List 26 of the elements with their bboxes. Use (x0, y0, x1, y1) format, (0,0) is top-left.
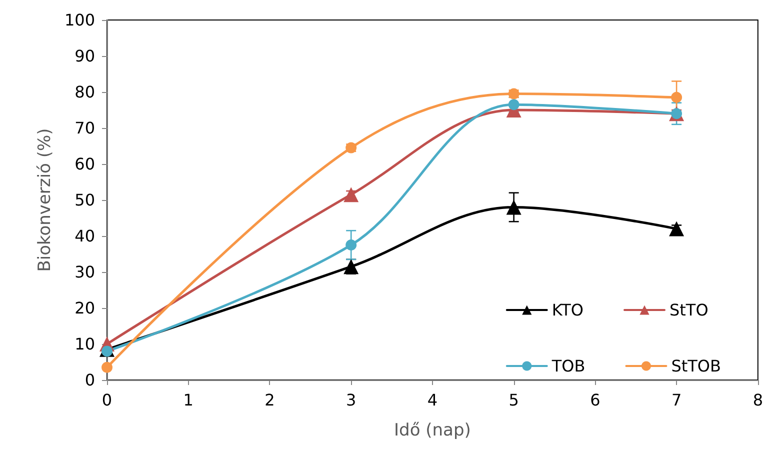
y-tick-label: 50 (74, 190, 95, 210)
x-tick-label: 8 (752, 390, 764, 410)
y-tick-label: 30 (74, 262, 95, 282)
x-tick-label: 3 (346, 390, 356, 410)
y-tick-label: 20 (74, 298, 95, 318)
y-tick-label: 40 (74, 226, 95, 246)
x-tick-label: 2 (264, 390, 275, 410)
legend-label: StTO (670, 300, 708, 320)
y-tick-label: 70 (74, 118, 95, 138)
y-tick-label: 80 (74, 82, 95, 102)
x-axis-title: Idő (nap) (394, 420, 471, 440)
x-tick-label: 7 (671, 390, 682, 410)
x-tick-label: 5 (508, 390, 519, 410)
y-tick-label: 0 (84, 370, 95, 390)
x-tick-label: 6 (590, 390, 600, 410)
legend-label: TOB (550, 356, 586, 376)
y-axis-title: Biokonverzió (%) (35, 128, 56, 272)
legend-label: StTOB (671, 356, 722, 376)
y-tick-label: 100 (64, 10, 95, 30)
y-tick-label: 90 (74, 46, 95, 66)
y-tick-label: 60 (74, 154, 95, 174)
y-tick-label: 10 (74, 334, 95, 354)
x-tick-label: 4 (427, 390, 438, 410)
legend-label: KTO (552, 300, 584, 320)
x-tick-label: 0 (102, 390, 112, 410)
x-tick-label: 1 (183, 390, 194, 410)
